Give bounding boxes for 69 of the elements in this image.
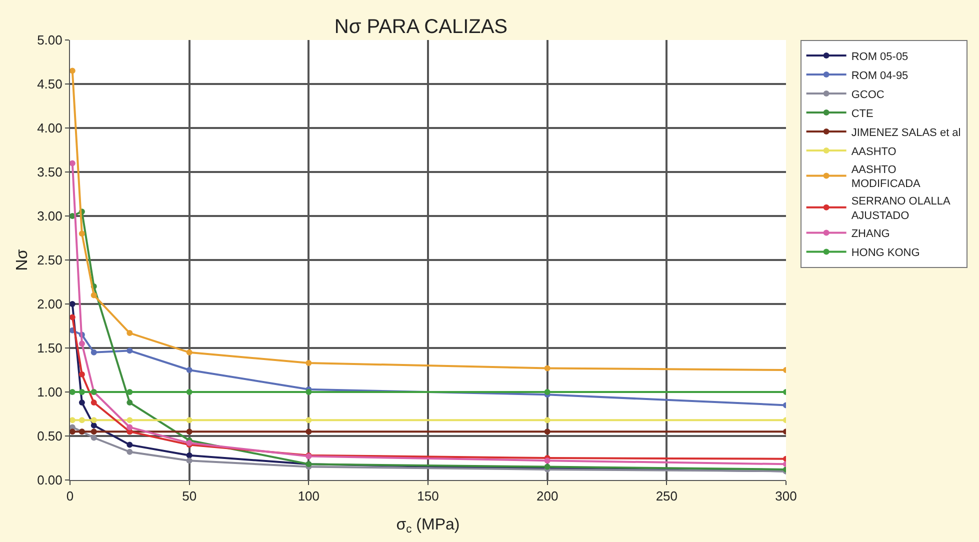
- point: [90, 422, 97, 428]
- legend-label: AASHTO MODIFICADA: [851, 164, 922, 190]
- point: [70, 428, 76, 435]
- x-tick-label: 200: [536, 488, 558, 504]
- x-tick-label: 150: [417, 488, 439, 504]
- y-tick-label: 2.50: [37, 252, 62, 268]
- point: [306, 360, 312, 366]
- x-tick-label: 100: [298, 488, 320, 504]
- legend-label: ZHANG: [851, 228, 890, 240]
- point: [544, 417, 550, 424]
- point: [126, 442, 133, 448]
- point: [90, 417, 97, 424]
- point: [306, 417, 312, 424]
- y-tick-label: 5.00: [37, 32, 62, 48]
- y-tick-label: 2.00: [37, 296, 62, 312]
- y-axis-title: Nσ: [14, 249, 31, 271]
- y-tick-label: 4.00: [37, 120, 62, 136]
- y-tick-label: 0.00: [37, 472, 62, 488]
- point: [78, 340, 85, 347]
- point: [544, 458, 550, 464]
- point: [90, 349, 97, 356]
- point: [90, 292, 97, 298]
- point: [126, 448, 133, 455]
- point: [186, 349, 192, 356]
- x-axis-title: σ$_{c}$ (MPa): [396, 516, 460, 536]
- y-tick-label: 4.50: [37, 76, 62, 92]
- point: [90, 400, 97, 406]
- point: [126, 330, 133, 336]
- point: [544, 428, 550, 435]
- legend-label: JIMENEZ SALAS et al: [851, 126, 961, 139]
- point: [186, 417, 192, 424]
- point: [78, 230, 85, 237]
- point: [306, 428, 312, 435]
- y-tick-label: 0.50: [37, 428, 62, 444]
- legend-label: ROM 05-05: [851, 50, 908, 63]
- point: [544, 365, 550, 372]
- point: [90, 428, 97, 435]
- x-tick-label: 250: [656, 488, 678, 504]
- point: [70, 160, 76, 166]
- x-tick-label: 50: [182, 488, 197, 504]
- legend-label: HONG KONG: [851, 246, 920, 259]
- x-tick-label: 300: [775, 488, 797, 504]
- legend-label: SERRANO OLALLA AJUSTADO: [851, 196, 952, 222]
- point: [126, 424, 133, 430]
- y-tick-label: 3.00: [37, 208, 62, 224]
- point: [186, 458, 192, 464]
- point: [90, 434, 97, 441]
- point: [70, 68, 76, 74]
- y-tick-label: 1.50: [37, 340, 62, 356]
- legend-label: AASHTO: [851, 146, 897, 158]
- point: [78, 417, 85, 424]
- point: [78, 400, 85, 406]
- point: [78, 371, 85, 378]
- point: [70, 301, 76, 307]
- y-tick-label: 1.00: [37, 384, 62, 400]
- point: [70, 314, 76, 320]
- legend-label: CTE: [851, 108, 874, 120]
- point: [126, 348, 133, 354]
- legend-label: GCOC: [851, 88, 884, 101]
- x-tick-label: 0: [66, 488, 74, 504]
- legend-label: ROM 04-95: [851, 70, 908, 82]
- point: [70, 417, 76, 424]
- point: [186, 428, 192, 435]
- point: [186, 452, 192, 458]
- point: [126, 400, 133, 406]
- point: [186, 367, 192, 373]
- chart-title: Nσ PARA CALIZAS: [334, 16, 508, 38]
- point: [126, 417, 133, 424]
- y-tick-label: 3.50: [37, 164, 62, 180]
